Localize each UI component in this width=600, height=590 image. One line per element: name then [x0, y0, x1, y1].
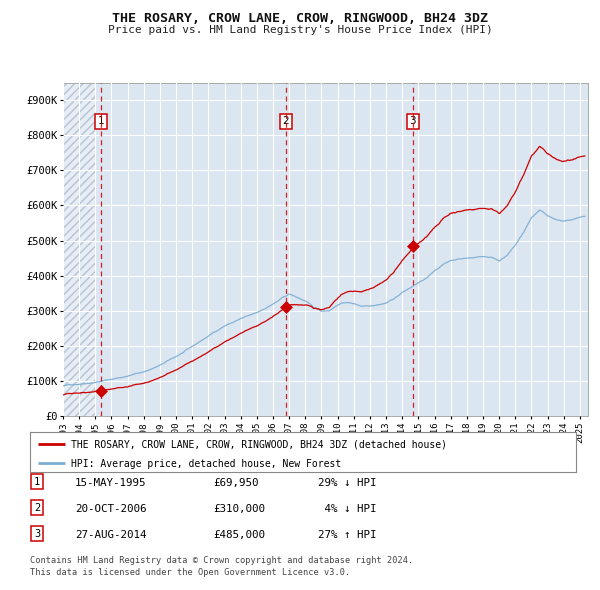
- Bar: [63, 83, 95, 416]
- Text: 3: 3: [34, 529, 40, 539]
- Text: 1: 1: [98, 116, 104, 126]
- Text: 27% ↑ HPI: 27% ↑ HPI: [318, 530, 377, 540]
- Text: 1: 1: [34, 477, 40, 487]
- Text: £310,000: £310,000: [213, 504, 265, 514]
- Text: HPI: Average price, detached house, New Forest: HPI: Average price, detached house, New …: [71, 459, 341, 469]
- Text: £485,000: £485,000: [213, 530, 265, 540]
- Text: 3: 3: [409, 116, 416, 126]
- Text: 4% ↓ HPI: 4% ↓ HPI: [318, 504, 377, 514]
- Text: Price paid vs. HM Land Registry's House Price Index (HPI): Price paid vs. HM Land Registry's House …: [107, 25, 493, 35]
- Text: THE ROSARY, CROW LANE, CROW, RINGWOOD, BH24 3DZ: THE ROSARY, CROW LANE, CROW, RINGWOOD, B…: [112, 12, 488, 25]
- Text: 2: 2: [34, 503, 40, 513]
- Text: 20-OCT-2006: 20-OCT-2006: [75, 504, 146, 514]
- Text: Contains HM Land Registry data © Crown copyright and database right 2024.
This d: Contains HM Land Registry data © Crown c…: [30, 556, 413, 576]
- Text: 2: 2: [283, 116, 289, 126]
- Text: 15-MAY-1995: 15-MAY-1995: [75, 478, 146, 489]
- Text: THE ROSARY, CROW LANE, CROW, RINGWOOD, BH24 3DZ (detached house): THE ROSARY, CROW LANE, CROW, RINGWOOD, B…: [71, 440, 447, 450]
- Bar: [63, 83, 95, 416]
- Text: £69,950: £69,950: [213, 478, 259, 489]
- Text: 27-AUG-2014: 27-AUG-2014: [75, 530, 146, 540]
- Text: 29% ↓ HPI: 29% ↓ HPI: [318, 478, 377, 489]
